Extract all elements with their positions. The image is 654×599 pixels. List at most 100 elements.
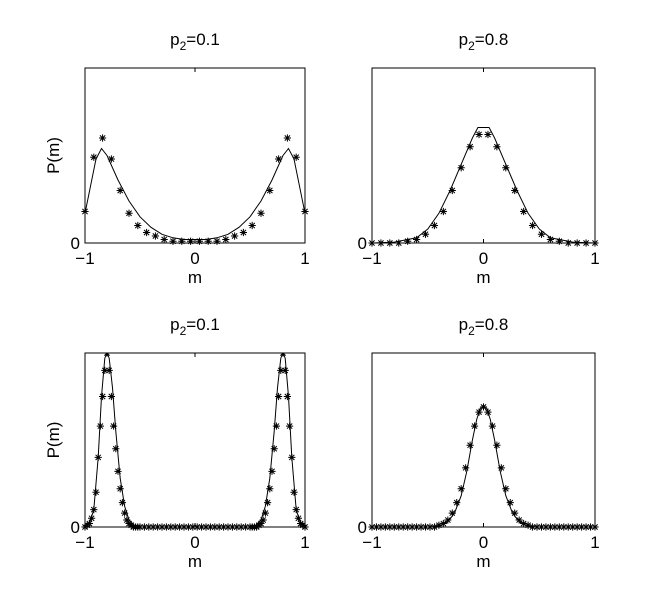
simulation-point — [573, 523, 581, 531]
x-tick-label: 1 — [300, 533, 309, 552]
simulation-point — [224, 523, 232, 531]
simulation-point — [149, 523, 157, 531]
title-symbol: p — [459, 30, 468, 49]
title-value: =0.1 — [186, 315, 220, 334]
axes-box — [371, 67, 596, 244]
simulation-point — [151, 232, 159, 240]
simulation-point — [413, 235, 421, 244]
simulation-point — [257, 209, 265, 217]
simulation-point — [110, 422, 118, 430]
plot-area — [368, 127, 599, 247]
simulation-point — [537, 230, 546, 238]
x-axis-label: m — [188, 552, 202, 571]
simulation-point — [470, 422, 479, 430]
simulation-point — [551, 523, 559, 531]
simulation-point — [140, 523, 148, 531]
simulation-point — [301, 523, 309, 531]
simulation-point — [167, 523, 175, 531]
simulation-point — [277, 366, 285, 374]
simulation-point — [528, 221, 537, 230]
simulation-point — [81, 207, 89, 216]
x-tick-label: 0 — [190, 249, 199, 268]
simulation-point — [386, 239, 394, 247]
simulation-point — [288, 453, 296, 461]
simulation-point — [206, 523, 214, 531]
simulation-point — [408, 523, 416, 531]
x-tick-label: −1 — [75, 249, 94, 268]
simulation-point — [520, 207, 528, 216]
simulation-point — [573, 239, 581, 247]
simulation-point — [184, 523, 192, 531]
simulation-point — [231, 232, 239, 240]
simulation-point — [275, 155, 283, 163]
plot-area — [81, 353, 309, 531]
simulation-point — [215, 523, 223, 531]
simulation-point — [497, 464, 505, 472]
simulation-point — [90, 153, 98, 161]
simulation-point — [479, 403, 488, 411]
panel-title: p2=0.8 — [459, 30, 509, 53]
simulation-point — [533, 523, 541, 531]
simulation-point — [283, 392, 291, 401]
simulation-point — [239, 228, 247, 237]
simulation-point — [160, 235, 168, 244]
theory-curve — [371, 127, 596, 244]
simulation-point — [372, 523, 381, 531]
simulation-point — [99, 392, 107, 401]
simulation-point — [488, 422, 497, 430]
simulation-point — [506, 499, 514, 507]
simulation-point — [171, 523, 179, 531]
simulation-point — [466, 441, 474, 449]
simulation-point — [92, 488, 100, 496]
panel-title: p2=0.1 — [170, 30, 220, 53]
x-axis-label: m — [188, 268, 202, 287]
theory-curve — [84, 147, 306, 240]
x-tick-label: −1 — [75, 533, 94, 552]
simulation-point — [96, 422, 104, 430]
simulation-point — [386, 523, 394, 531]
simulation-point — [368, 239, 376, 247]
simulation-point — [368, 523, 376, 531]
simulation-point — [444, 516, 452, 524]
simulation-point — [493, 441, 501, 449]
x-tick-label: 1 — [590, 249, 599, 268]
simulation-point — [381, 523, 389, 531]
simulation-point — [145, 523, 153, 531]
title-subscript: 2 — [468, 324, 475, 338]
y-axis-label: P(m) — [44, 137, 63, 174]
simulation-point — [107, 155, 115, 163]
simulation-point — [404, 523, 412, 531]
simulation-point — [301, 207, 309, 216]
simulation-point — [90, 506, 98, 514]
simulation-point — [228, 523, 236, 531]
simulation-point — [268, 467, 276, 475]
simulation-point — [395, 523, 403, 531]
simulation-point — [187, 237, 195, 245]
simulation-point — [582, 523, 590, 531]
title-subscript: 2 — [180, 39, 187, 53]
simulation-point — [564, 523, 572, 531]
simulation-point — [591, 239, 599, 247]
simulation-point — [270, 445, 278, 453]
simulation-point — [85, 519, 93, 528]
simulation-point — [390, 523, 398, 531]
simulation-point — [112, 445, 120, 453]
simulation-point — [560, 523, 568, 531]
simulation-point — [286, 422, 294, 430]
simulation-point — [202, 523, 210, 531]
x-axis-label: m — [476, 552, 490, 571]
axes-box — [371, 352, 596, 528]
simulation-point — [377, 239, 385, 247]
simulation-point — [178, 237, 186, 245]
simulation-point — [502, 164, 510, 172]
theory-curve — [84, 353, 306, 528]
simulation-point — [502, 485, 510, 493]
simulation-point — [591, 523, 599, 531]
simulation-point — [515, 516, 523, 524]
simulation-point — [193, 523, 201, 531]
simulation-point — [448, 509, 456, 517]
simulation-point — [435, 521, 443, 529]
